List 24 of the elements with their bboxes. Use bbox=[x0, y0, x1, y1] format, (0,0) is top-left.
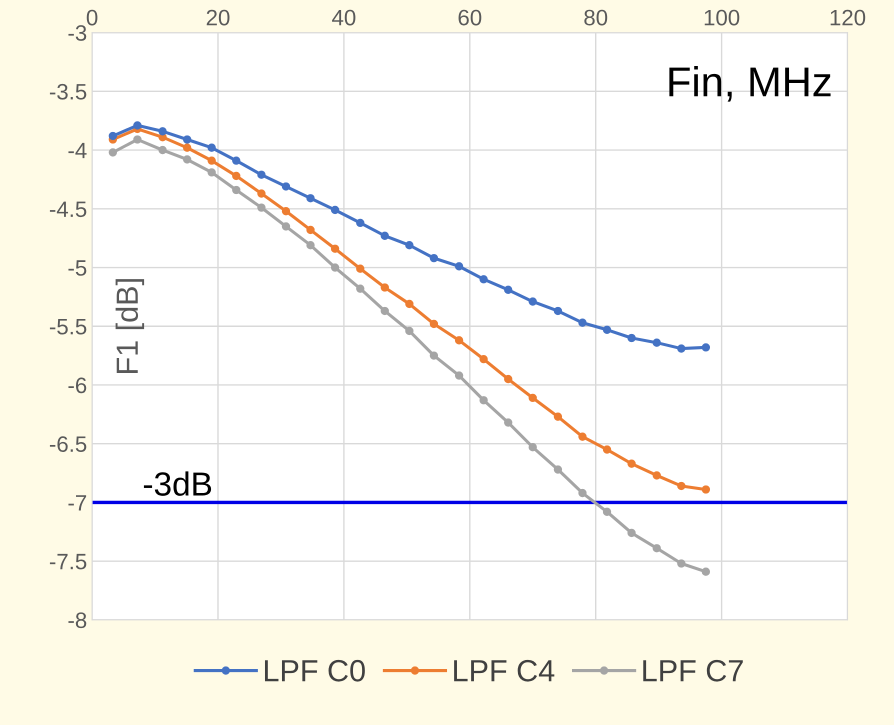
y-tick-label: -3 bbox=[68, 25, 86, 41]
legend-label: LPF C4 bbox=[454, 660, 554, 682]
x-tick-label: 80 bbox=[584, 10, 608, 26]
ref-line-label: -3dB bbox=[144, 471, 212, 496]
legend-label: LPF C7 bbox=[643, 660, 743, 682]
x-tick-label: 0 bbox=[86, 10, 98, 26]
y-tick-label: -6.5 bbox=[50, 436, 86, 452]
y-tick-label: -3.5 bbox=[50, 84, 86, 100]
x-tick-label: 40 bbox=[332, 10, 356, 26]
legend-label: LPF C0 bbox=[264, 660, 365, 682]
x-tick-label: 20 bbox=[206, 10, 230, 26]
y-tick-label: -4.5 bbox=[50, 202, 86, 218]
x-tick-label: 100 bbox=[704, 10, 740, 26]
y-tick-label: -4 bbox=[68, 142, 87, 158]
y-tick-label: -6 bbox=[68, 378, 86, 394]
y-tick-label: -5 bbox=[68, 260, 86, 276]
y-tick-label: -7 bbox=[68, 495, 86, 510]
y-axis-title: F1 [dB] bbox=[116, 279, 144, 373]
y-tick-label: -5.5 bbox=[50, 319, 86, 335]
y-tick-label: -7.5 bbox=[50, 554, 86, 570]
y-tick-label: -8 bbox=[68, 612, 86, 628]
x-tick-label: 60 bbox=[458, 10, 482, 26]
x-tick-label: 120 bbox=[830, 10, 866, 26]
x-axis-title: Fin, MHz bbox=[669, 66, 831, 102]
